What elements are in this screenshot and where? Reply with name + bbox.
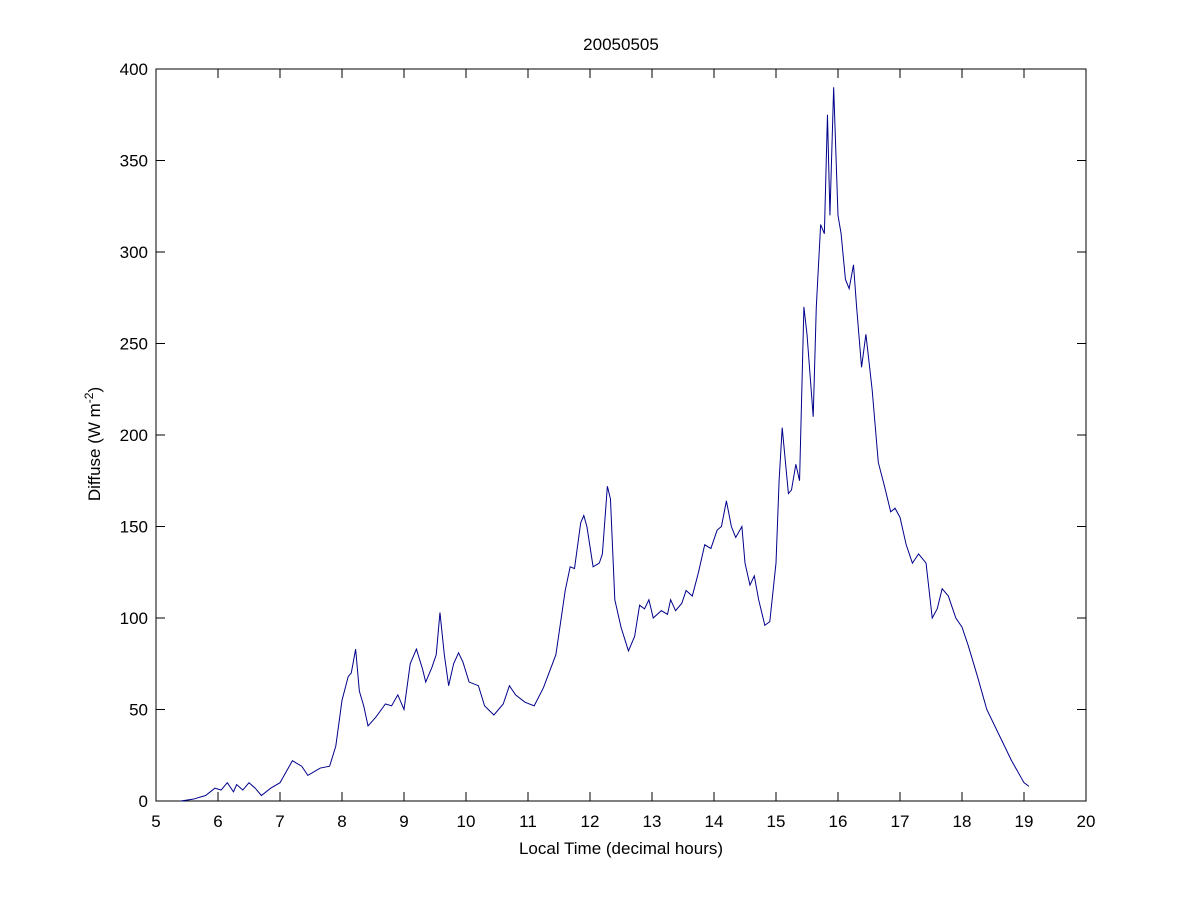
x-tick-label: 12 <box>581 812 600 831</box>
x-tick-label: 6 <box>213 812 222 831</box>
y-tick-label: 250 <box>120 335 148 354</box>
y-tick-label: 100 <box>120 609 148 628</box>
x-tick-label: 11 <box>519 812 537 831</box>
x-tick-label: 20 <box>1077 812 1096 831</box>
x-axis-label: Local Time (decimal hours) <box>519 839 723 858</box>
y-axis-label: Diffuse (W m-2) <box>82 387 104 501</box>
x-tick-label: 5 <box>151 812 160 831</box>
x-tick-label: 8 <box>337 812 346 831</box>
x-tick-label: 10 <box>457 812 476 831</box>
y-tick-label: 350 <box>120 152 148 171</box>
y-tick-label: 150 <box>120 518 148 537</box>
y-tick-label: 300 <box>120 243 148 262</box>
data-line <box>180 87 1030 802</box>
y-tick-label: 200 <box>120 426 148 445</box>
x-tick-label: 13 <box>643 812 662 831</box>
y-label-text: ) <box>85 387 104 393</box>
x-tick-label: 18 <box>953 812 972 831</box>
x-tick-label: 17 <box>891 812 910 831</box>
y-tick-label: 50 <box>129 701 148 720</box>
x-tick-label: 7 <box>275 812 284 831</box>
x-tick-label: 9 <box>399 812 408 831</box>
y-tick-label: 400 <box>120 60 148 79</box>
y-tick-label: 0 <box>139 792 148 811</box>
x-tick-label: 16 <box>829 812 848 831</box>
y-label-text: Diffuse (W m <box>85 403 104 501</box>
y-label-exponent: -2 <box>82 392 96 403</box>
x-tick-label: 15 <box>767 812 786 831</box>
x-tick-label: 14 <box>705 812 724 831</box>
chart-title: 20050505 <box>583 35 659 54</box>
x-tick-label: 19 <box>1015 812 1034 831</box>
